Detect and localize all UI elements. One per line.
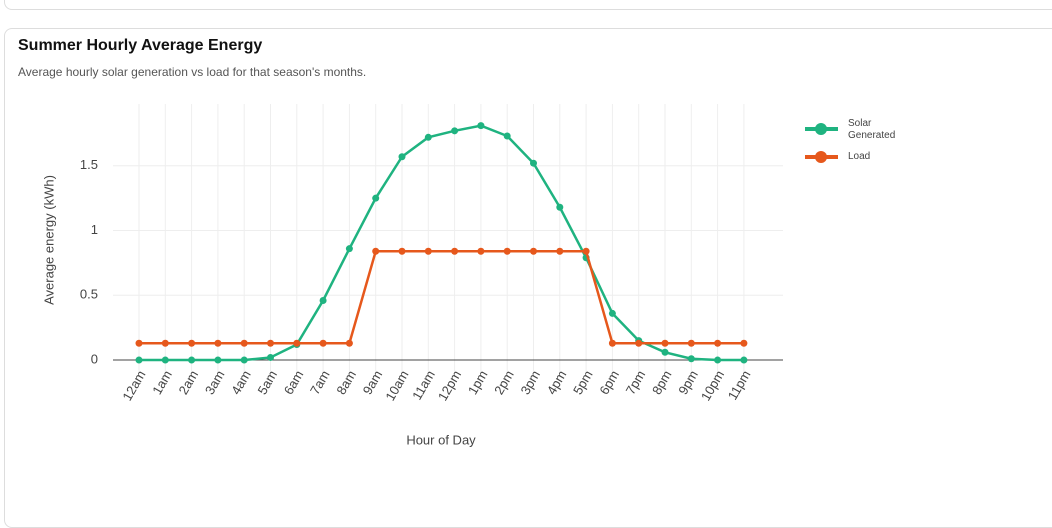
point <box>451 247 459 255</box>
x-tick-label: 10am <box>382 368 411 404</box>
point <box>188 356 196 364</box>
x-tick-label: 12pm <box>435 368 464 404</box>
point <box>267 353 274 361</box>
legend-label[interactable]: Solar Generated <box>848 118 896 141</box>
point <box>345 245 353 253</box>
point <box>556 247 564 255</box>
x-tick-label: 2am <box>176 368 202 397</box>
point <box>714 339 722 347</box>
point <box>135 339 143 347</box>
point <box>661 348 669 356</box>
point <box>477 122 485 130</box>
page: Summer Hourly Average Energy Average hou… <box>4 0 1052 528</box>
x-tick-label: 1am <box>149 368 175 397</box>
point <box>477 247 485 255</box>
y-axis-title: Average energy (kWh) <box>41 175 56 305</box>
x-tick-label: 5am <box>254 368 280 397</box>
x-tick-label: 9am <box>360 368 386 397</box>
x-tick-label: 7pm <box>623 368 649 397</box>
y-tick-label: 1.5 <box>80 157 98 172</box>
card-title: Summer Hourly Average Energy <box>18 37 263 54</box>
point <box>635 339 643 347</box>
point <box>503 132 511 140</box>
point <box>608 309 616 317</box>
point <box>661 339 669 347</box>
point <box>214 339 222 347</box>
series-line <box>139 250 744 345</box>
series-line <box>139 124 744 362</box>
point <box>740 339 748 347</box>
point <box>161 356 169 364</box>
y-tick-label: 0.5 <box>80 287 98 302</box>
point <box>687 339 695 347</box>
x-tick-label: 8am <box>333 368 359 397</box>
previous-card <box>4 0 1052 10</box>
point <box>451 127 459 135</box>
x-tick-label: 5pm <box>570 368 596 397</box>
point <box>267 339 274 347</box>
x-tick-label: 6pm <box>596 368 622 397</box>
point <box>503 247 511 255</box>
point <box>161 339 169 347</box>
point <box>240 339 248 347</box>
y-tick-label: 0 <box>91 351 98 366</box>
point <box>372 194 380 202</box>
point <box>372 247 380 255</box>
point <box>240 356 248 364</box>
point <box>424 133 432 141</box>
x-tick-label: 4pm <box>544 368 570 397</box>
point <box>740 356 748 364</box>
x-tick-label: 3am <box>202 368 228 397</box>
point <box>319 339 327 347</box>
point <box>556 203 564 211</box>
point <box>530 159 537 167</box>
x-tick-label: 9pm <box>675 368 701 397</box>
point <box>188 339 196 347</box>
point <box>608 339 616 347</box>
y-tick-label: 1 <box>91 222 98 237</box>
point <box>214 356 222 364</box>
point <box>398 247 406 255</box>
point <box>530 247 537 255</box>
x-tick-label: 1pm <box>465 368 491 397</box>
point <box>345 339 353 347</box>
legend-marker <box>815 123 827 135</box>
x-axis-title: Hour of Day <box>406 432 476 447</box>
point <box>135 356 143 364</box>
x-tick-label: 3pm <box>517 368 543 397</box>
legend-label[interactable]: Load <box>848 151 871 162</box>
card-subtitle: Average hourly solar generation vs load … <box>18 65 367 79</box>
x-tick-label: 4am <box>228 368 254 397</box>
chart: Hour of Day Average energy (kWh) 0 0.5 1 1.… <box>41 104 838 447</box>
x-tick-label: 6am <box>281 368 307 397</box>
point <box>687 355 695 363</box>
point <box>714 356 722 364</box>
point <box>582 247 590 255</box>
x-tick-label: 12am <box>119 368 148 404</box>
x-tick-label: 8pm <box>649 368 675 397</box>
x-tick-label: 11pm <box>725 368 754 403</box>
x-tick-label: 2pm <box>491 368 517 397</box>
point <box>293 339 301 347</box>
legend-marker <box>815 151 827 163</box>
point <box>398 153 406 161</box>
x-tick-label: 7am <box>307 368 333 397</box>
point <box>424 247 432 255</box>
x-tick-label: 10pm <box>698 368 727 404</box>
point <box>319 296 327 304</box>
x-tick-label: 11am <box>409 368 438 403</box>
